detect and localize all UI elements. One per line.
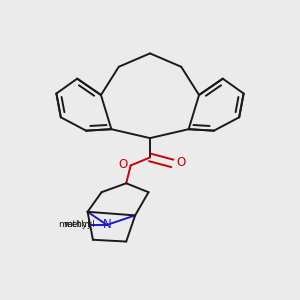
Text: methyl: methyl xyxy=(63,220,94,230)
Text: O: O xyxy=(118,158,128,171)
Text: methyl: methyl xyxy=(58,220,90,230)
Text: N: N xyxy=(103,218,111,231)
Text: O: O xyxy=(176,156,185,169)
